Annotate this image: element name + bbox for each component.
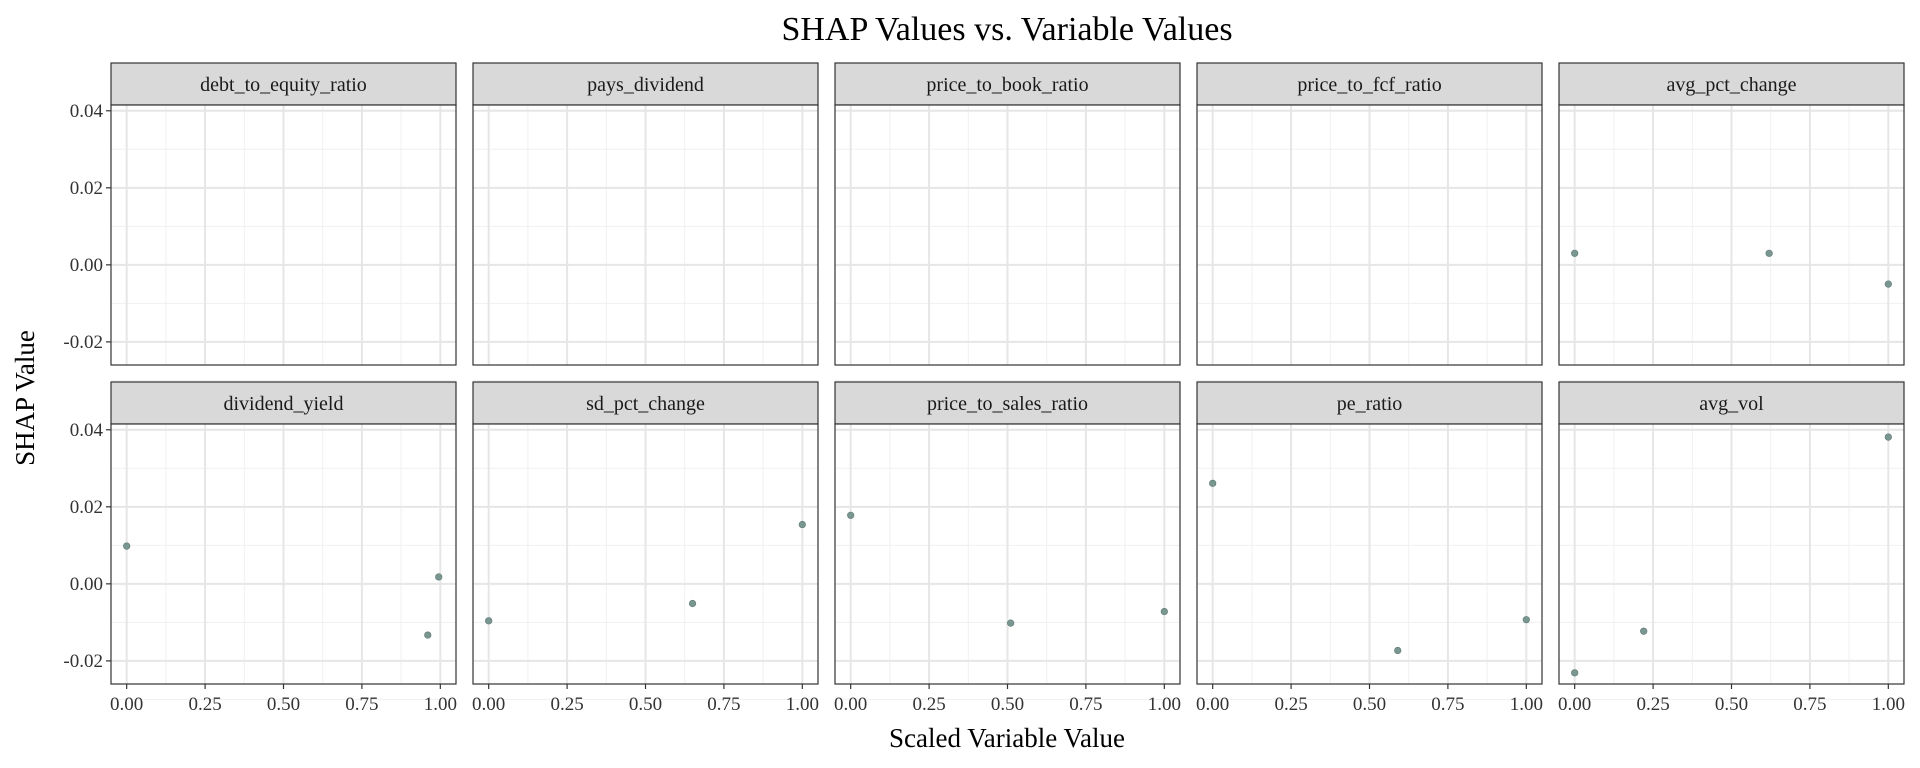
x-tick-label: 0.25: [550, 694, 583, 715]
data-point: [1209, 479, 1217, 487]
x-tick-label: 0.00: [472, 694, 505, 715]
data-point: [1522, 616, 1530, 624]
facet-strip-label: sd_pct_change: [586, 393, 705, 415]
x-tick-label: 1.00: [1510, 694, 1543, 715]
x-tick-label: 0.50: [267, 694, 300, 715]
facet-strip-label: debt_to_equity_ratio: [200, 74, 367, 96]
data-point: [424, 631, 432, 639]
facet-strip: [834, 381, 1181, 425]
facet-panel: price_to_book_ratio: [834, 62, 1181, 381]
facet-strip-label: pe_ratio: [1337, 393, 1403, 415]
x-tick-label: 0.75: [1431, 694, 1464, 715]
facet-panel: pe_ratio 0.00 0.25 0.50 0.75 1.00: [1196, 381, 1543, 715]
panel-border: [472, 104, 819, 366]
x-tick-label: 0.50: [991, 694, 1024, 715]
facet-panels: debt_to_equity_ratio -0.02 0.00 0.02 0.04 pay…: [63, 62, 1905, 715]
facet-panel: sd_pct_change 0.00 0.25 0.50 0.75 1.00: [472, 381, 819, 715]
x-tick-label: 0.00: [1196, 694, 1229, 715]
y-tick-label: 0.04: [70, 420, 104, 441]
data-point: [1571, 249, 1579, 257]
facet-strip: [472, 381, 819, 425]
panel-border: [834, 104, 1181, 366]
x-tick-label: 0.25: [1274, 694, 1307, 715]
x-tick-label: 0.25: [188, 694, 221, 715]
facet-strip-label: price_to_book_ratio: [926, 74, 1088, 96]
data-point: [1640, 627, 1648, 635]
data-point: [1884, 433, 1892, 441]
x-tick-label: 0.75: [1793, 694, 1826, 715]
x-tick-label: 0.25: [1636, 694, 1669, 715]
facet-panel: avg_pct_change: [1558, 62, 1905, 381]
data-point: [1571, 669, 1579, 677]
y-tick-label: 0.00: [70, 574, 103, 595]
y-axis-title: SHAP Value: [10, 330, 40, 466]
data-point: [123, 542, 131, 550]
x-tick-label: 0.50: [1353, 694, 1386, 715]
facet-strip-label: dividend_yield: [224, 393, 344, 415]
facet-strip: [834, 62, 1181, 106]
x-axis-title: Scaled Variable Value: [889, 723, 1125, 753]
x-tick-label: 1.00: [1148, 694, 1181, 715]
x-tick-label: 0.00: [834, 694, 867, 715]
x-tick-label: 0.75: [1069, 694, 1102, 715]
panel-border: [1558, 104, 1905, 366]
data-point: [1884, 280, 1892, 288]
x-tick-label: 0.75: [345, 694, 378, 715]
facet-panel: price_to_sales_ratio 0.00 0.25 0.50 0.75 1.00: [834, 381, 1181, 715]
x-tick-label: 1.00: [1872, 694, 1905, 715]
x-tick-label: 1.00: [786, 694, 819, 715]
y-tick-label: -0.02: [63, 332, 103, 353]
facet-strip-label: price_to_sales_ratio: [927, 393, 1088, 415]
facet-panel: pays_dividend: [472, 62, 819, 381]
facet-panel: debt_to_equity_ratio -0.02 0.00 0.02 0.04: [63, 62, 457, 381]
facet-strip-label: price_to_fcf_ratio: [1297, 74, 1441, 96]
data-point: [688, 599, 697, 608]
x-tick-label: 0.50: [629, 694, 662, 715]
data-point: [1765, 249, 1773, 257]
data-point: [1160, 607, 1168, 616]
facet-panel: avg_vol 0.00 0.25 0.50 0.75 1.00: [1558, 381, 1905, 715]
data-point: [847, 511, 855, 519]
y-tick-label: 0.02: [70, 497, 103, 518]
data-point: [1394, 646, 1402, 655]
x-tick-label: 0.50: [1715, 694, 1748, 715]
facet-panel: price_to_fcf_ratio: [1196, 62, 1543, 381]
y-tick-label: -0.02: [63, 651, 103, 672]
y-tick-label: 0.04: [70, 101, 104, 122]
panel-border: [1196, 104, 1543, 366]
x-tick-label: 0.75: [707, 694, 740, 715]
data-point: [485, 617, 493, 625]
x-tick-label: 0.25: [912, 694, 945, 715]
data-point: [798, 520, 806, 529]
x-tick-label: 1.00: [424, 694, 457, 715]
facet-strip-label: pays_dividend: [587, 74, 704, 96]
facet-strip-label: avg_pct_change: [1667, 74, 1797, 96]
facet-strip: [110, 381, 457, 425]
facet-strip: [472, 62, 819, 106]
facet-strip: [110, 62, 457, 106]
data-point: [1007, 619, 1015, 627]
facet-strip: [1196, 62, 1543, 106]
x-tick-label: 0.00: [1558, 694, 1591, 715]
data-point: [435, 573, 443, 581]
y-tick-label: 0.02: [70, 178, 103, 199]
y-tick-label: 0.00: [70, 255, 103, 276]
facet-strip-label: avg_vol: [1699, 393, 1764, 415]
x-tick-label: 0.00: [110, 694, 143, 715]
facet-panel: dividend_yield -0.02 0.00 0.02 0.04 0.00 0.25 0…: [63, 381, 457, 715]
chart-title: SHAP Values vs. Variable Values: [781, 11, 1232, 48]
facet-strip: [1558, 381, 1905, 425]
panel-border: [110, 104, 457, 366]
